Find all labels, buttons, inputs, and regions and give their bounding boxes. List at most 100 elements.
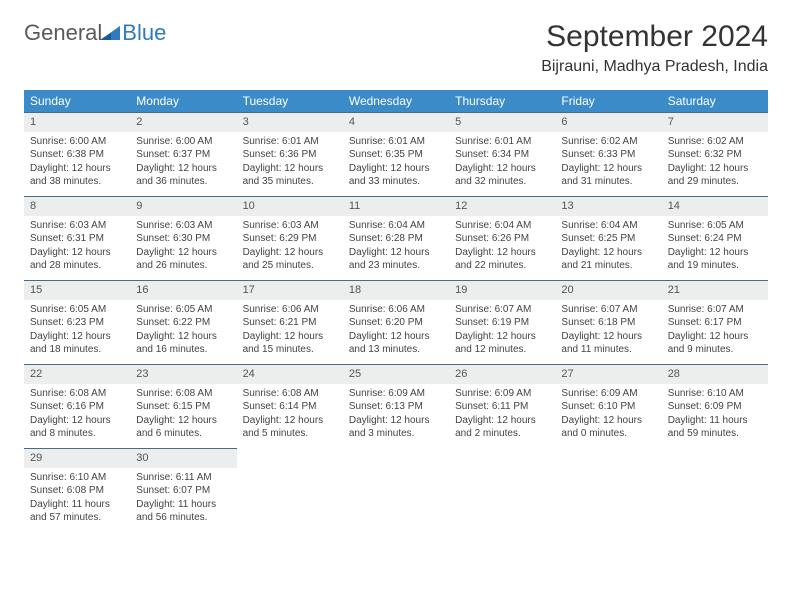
calendar-day-cell: 1Sunrise: 6:00 AMSunset: 6:38 PMDaylight… <box>24 112 130 196</box>
day-number: 25 <box>343 364 449 384</box>
day-number: 14 <box>662 196 768 216</box>
day-detail-line: Daylight: 12 hours <box>668 162 762 176</box>
day-number: 17 <box>237 280 343 300</box>
calendar-day-cell: 16Sunrise: 6:05 AMSunset: 6:22 PMDayligh… <box>130 280 236 364</box>
logo-triangle-icon <box>100 20 120 46</box>
calendar-day-cell: 25Sunrise: 6:09 AMSunset: 6:13 PMDayligh… <box>343 364 449 448</box>
calendar-day-cell: 2Sunrise: 6:00 AMSunset: 6:37 PMDaylight… <box>130 112 236 196</box>
day-number: 29 <box>24 448 130 468</box>
day-detail-line: Sunrise: 6:00 AM <box>136 135 230 149</box>
day-detail-line: and 29 minutes. <box>668 175 762 189</box>
calendar-day-cell: .. <box>555 448 661 532</box>
day-detail-line: and 18 minutes. <box>30 343 124 357</box>
day-detail-line: Sunset: 6:16 PM <box>30 400 124 414</box>
day-detail-line: Sunrise: 6:11 AM <box>136 471 230 485</box>
day-number: 19 <box>449 280 555 300</box>
day-details: Sunrise: 6:09 AMSunset: 6:10 PMDaylight:… <box>555 384 661 445</box>
calendar-day-cell: 19Sunrise: 6:07 AMSunset: 6:19 PMDayligh… <box>449 280 555 364</box>
day-details: Sunrise: 6:08 AMSunset: 6:15 PMDaylight:… <box>130 384 236 445</box>
day-detail-line: Sunrise: 6:04 AM <box>561 219 655 233</box>
day-detail-line: Sunset: 6:15 PM <box>136 400 230 414</box>
day-details: Sunrise: 6:03 AMSunset: 6:29 PMDaylight:… <box>237 216 343 277</box>
calendar-day-cell: 7Sunrise: 6:02 AMSunset: 6:32 PMDaylight… <box>662 112 768 196</box>
day-detail-line: Daylight: 12 hours <box>349 162 443 176</box>
day-detail-line: and 32 minutes. <box>455 175 549 189</box>
day-detail-line: Sunset: 6:26 PM <box>455 232 549 246</box>
day-detail-line: Sunrise: 6:09 AM <box>455 387 549 401</box>
day-number: 12 <box>449 196 555 216</box>
day-detail-line: Sunrise: 6:03 AM <box>136 219 230 233</box>
calendar-table: Sunday Monday Tuesday Wednesday Thursday… <box>24 90 768 532</box>
calendar-day-cell: 18Sunrise: 6:06 AMSunset: 6:20 PMDayligh… <box>343 280 449 364</box>
day-detail-line: Sunset: 6:28 PM <box>349 232 443 246</box>
day-header: Thursday <box>449 90 555 112</box>
day-detail-line: Sunrise: 6:04 AM <box>455 219 549 233</box>
day-detail-line: Sunset: 6:36 PM <box>243 148 337 162</box>
calendar-day-cell: 28Sunrise: 6:10 AMSunset: 6:09 PMDayligh… <box>662 364 768 448</box>
day-detail-line: Sunrise: 6:10 AM <box>30 471 124 485</box>
calendar-day-cell: 27Sunrise: 6:09 AMSunset: 6:10 PMDayligh… <box>555 364 661 448</box>
day-detail-line: Sunrise: 6:05 AM <box>136 303 230 317</box>
day-detail-line: Sunrise: 6:06 AM <box>349 303 443 317</box>
day-detail-line: Daylight: 12 hours <box>136 246 230 260</box>
day-detail-line: Daylight: 12 hours <box>30 414 124 428</box>
day-detail-line: and 35 minutes. <box>243 175 337 189</box>
day-detail-line: Sunrise: 6:07 AM <box>455 303 549 317</box>
day-detail-line: Daylight: 12 hours <box>455 246 549 260</box>
day-header: Saturday <box>662 90 768 112</box>
day-detail-line: Sunset: 6:29 PM <box>243 232 337 246</box>
calendar-day-cell: 30Sunrise: 6:11 AMSunset: 6:07 PMDayligh… <box>130 448 236 532</box>
day-detail-line: Sunrise: 6:04 AM <box>349 219 443 233</box>
day-number: 20 <box>555 280 661 300</box>
calendar-day-cell: 26Sunrise: 6:09 AMSunset: 6:11 PMDayligh… <box>449 364 555 448</box>
day-header: Friday <box>555 90 661 112</box>
day-detail-line: Sunrise: 6:10 AM <box>668 387 762 401</box>
day-detail-line: Sunset: 6:21 PM <box>243 316 337 330</box>
day-detail-line: Sunset: 6:14 PM <box>243 400 337 414</box>
calendar-week-row: 8Sunrise: 6:03 AMSunset: 6:31 PMDaylight… <box>24 196 768 280</box>
day-details: Sunrise: 6:10 AMSunset: 6:09 PMDaylight:… <box>662 384 768 445</box>
day-number: 2 <box>130 112 236 132</box>
day-detail-line: and 36 minutes. <box>136 175 230 189</box>
day-details: Sunrise: 6:03 AMSunset: 6:31 PMDaylight:… <box>24 216 130 277</box>
day-detail-line: Daylight: 12 hours <box>349 246 443 260</box>
day-details: Sunrise: 6:02 AMSunset: 6:33 PMDaylight:… <box>555 132 661 193</box>
day-detail-line: and 11 minutes. <box>561 343 655 357</box>
day-details: Sunrise: 6:11 AMSunset: 6:07 PMDaylight:… <box>130 468 236 529</box>
day-detail-line: and 3 minutes. <box>349 427 443 441</box>
day-number: 11 <box>343 196 449 216</box>
day-details: Sunrise: 6:10 AMSunset: 6:08 PMDaylight:… <box>24 468 130 529</box>
day-detail-line: Daylight: 12 hours <box>243 246 337 260</box>
day-detail-line: and 19 minutes. <box>668 259 762 273</box>
day-detail-line: and 28 minutes. <box>30 259 124 273</box>
day-detail-line: Sunset: 6:09 PM <box>668 400 762 414</box>
day-number: 27 <box>555 364 661 384</box>
day-detail-line: Sunset: 6:10 PM <box>561 400 655 414</box>
day-header: Sunday <box>24 90 130 112</box>
day-detail-line: Daylight: 12 hours <box>561 246 655 260</box>
day-detail-line: and 6 minutes. <box>136 427 230 441</box>
day-detail-line: Daylight: 12 hours <box>668 246 762 260</box>
day-detail-line: Sunset: 6:23 PM <box>30 316 124 330</box>
day-detail-line: and 9 minutes. <box>668 343 762 357</box>
day-detail-line: Sunset: 6:22 PM <box>136 316 230 330</box>
day-details: Sunrise: 6:07 AMSunset: 6:18 PMDaylight:… <box>555 300 661 361</box>
day-detail-line: Sunrise: 6:03 AM <box>30 219 124 233</box>
day-detail-line: Sunrise: 6:05 AM <box>30 303 124 317</box>
day-detail-line: Daylight: 11 hours <box>136 498 230 512</box>
day-number: 24 <box>237 364 343 384</box>
day-header-row: Sunday Monday Tuesday Wednesday Thursday… <box>24 90 768 112</box>
header: General Blue September 2024 Bijrauni, Ma… <box>24 20 768 76</box>
day-details: Sunrise: 6:09 AMSunset: 6:13 PMDaylight:… <box>343 384 449 445</box>
day-detail-line: Sunrise: 6:06 AM <box>243 303 337 317</box>
calendar-week-row: 29Sunrise: 6:10 AMSunset: 6:08 PMDayligh… <box>24 448 768 532</box>
day-detail-line: Daylight: 12 hours <box>136 162 230 176</box>
day-number: 5 <box>449 112 555 132</box>
day-details: Sunrise: 6:07 AMSunset: 6:17 PMDaylight:… <box>662 300 768 361</box>
day-detail-line: Sunrise: 6:09 AM <box>349 387 443 401</box>
calendar-day-cell: 14Sunrise: 6:05 AMSunset: 6:24 PMDayligh… <box>662 196 768 280</box>
day-detail-line: Sunset: 6:35 PM <box>349 148 443 162</box>
day-number: 28 <box>662 364 768 384</box>
day-detail-line: Daylight: 12 hours <box>136 330 230 344</box>
day-detail-line: Sunrise: 6:01 AM <box>243 135 337 149</box>
